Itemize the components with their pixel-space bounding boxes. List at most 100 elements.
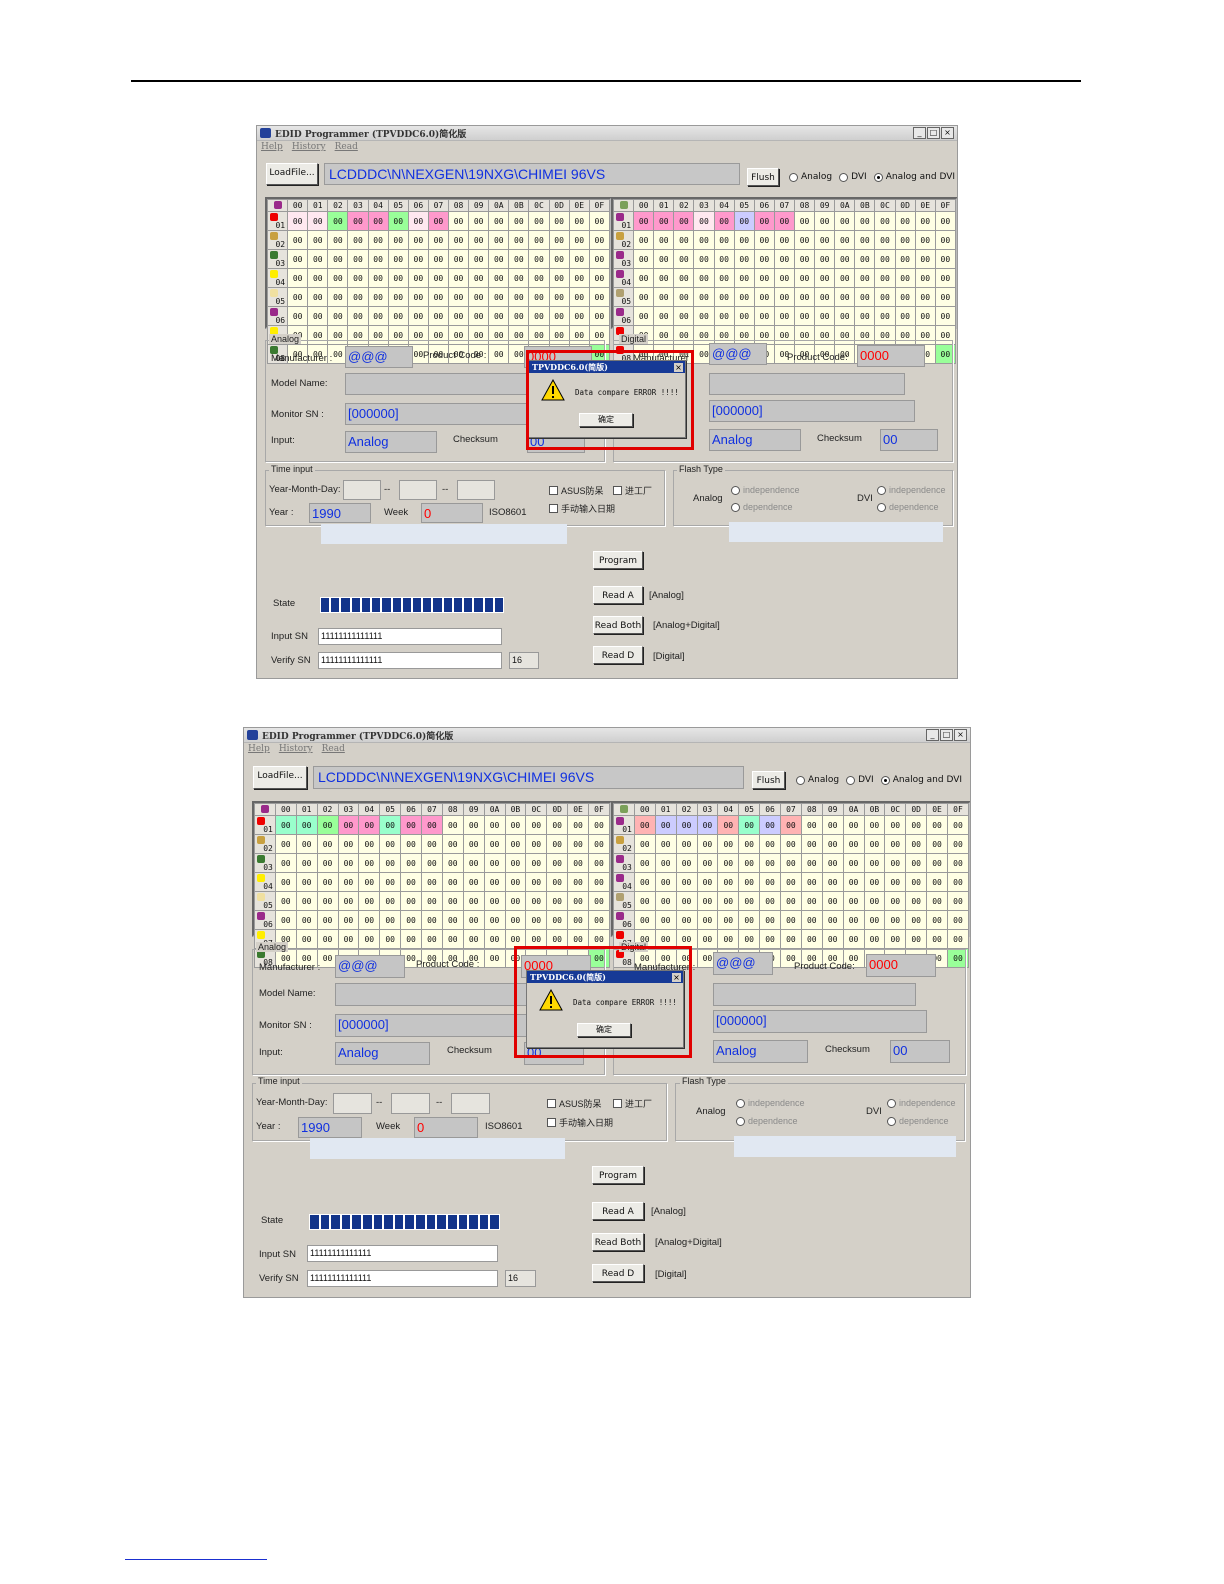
- grid-cell[interactable]: 00: [400, 891, 422, 911]
- grid-cell[interactable]: 00: [780, 815, 802, 835]
- grid-cell[interactable]: 00: [274, 891, 297, 911]
- grid-cell[interactable]: 00: [914, 287, 936, 307]
- grid-cell[interactable]: 00: [926, 834, 948, 854]
- grid-cell[interactable]: 00: [441, 891, 464, 911]
- grid-cell[interactable]: 00: [633, 344, 655, 364]
- grid-cell[interactable]: 00: [654, 910, 677, 930]
- grid-cell[interactable]: 00: [504, 872, 527, 892]
- grid-cell[interactable]: 00: [447, 211, 470, 231]
- grid-cell[interactable]: 00: [358, 872, 381, 892]
- grid-cell[interactable]: 00: [717, 815, 740, 835]
- grid-cell[interactable]: 00: [468, 249, 490, 269]
- grid-cell[interactable]: 00: [713, 287, 735, 307]
- grid-cell[interactable]: 00: [693, 249, 715, 269]
- grid-cell[interactable]: 00: [379, 929, 402, 949]
- grid-cell[interactable]: 00: [793, 230, 816, 250]
- grid-cell[interactable]: 00: [874, 287, 896, 307]
- grid-cell[interactable]: 00: [327, 230, 349, 250]
- grid-cell[interactable]: 00: [379, 910, 402, 930]
- grid-cell[interactable]: 00: [884, 891, 907, 911]
- grid-cell[interactable]: 00: [588, 853, 610, 873]
- digital-input-field[interactable]: Analog: [713, 1040, 808, 1063]
- grid-cell[interactable]: 00: [874, 211, 896, 231]
- grid-cell[interactable]: 00: [713, 230, 735, 250]
- grid-cell[interactable]: 00: [733, 211, 755, 231]
- grid-cell[interactable]: 00: [696, 853, 719, 873]
- grid-cell[interactable]: 00: [488, 230, 510, 250]
- grid-cell[interactable]: 00: [546, 834, 569, 854]
- grid-cell[interactable]: 00: [675, 834, 698, 854]
- grid-cell[interactable]: 00: [295, 872, 318, 892]
- grid-cell[interactable]: 00: [800, 815, 823, 835]
- grid-cell[interactable]: 00: [653, 344, 675, 364]
- grid-cell[interactable]: 00: [947, 853, 969, 873]
- grid-cell[interactable]: 00: [759, 872, 781, 892]
- grid-cell[interactable]: 00: [654, 929, 677, 949]
- grid-cell[interactable]: 00: [780, 834, 802, 854]
- grid-cell[interactable]: 00: [358, 929, 381, 949]
- grid-cell[interactable]: 00: [842, 872, 865, 892]
- grid-cell[interactable]: 00: [874, 230, 896, 250]
- grid-cell[interactable]: 00: [421, 929, 443, 949]
- grid-cell[interactable]: 00: [633, 834, 656, 854]
- grid-cell[interactable]: 00: [316, 834, 339, 854]
- grid-cell[interactable]: 00: [483, 910, 506, 930]
- grid-cell[interactable]: 00: [347, 211, 369, 231]
- grid-cell[interactable]: 00: [407, 211, 429, 231]
- grid-cell[interactable]: 00: [337, 834, 360, 854]
- grid-cell[interactable]: 00: [567, 853, 589, 873]
- grid-cell[interactable]: 00: [588, 230, 611, 250]
- grid-cell[interactable]: 00: [738, 891, 761, 911]
- grid-cell[interactable]: 00: [287, 306, 309, 326]
- grid-cell[interactable]: 00: [793, 211, 816, 231]
- grid-cell[interactable]: 00: [407, 306, 429, 326]
- grid-cell[interactable]: 00: [588, 211, 611, 231]
- grid-cell[interactable]: 00: [814, 230, 836, 250]
- grid-cell[interactable]: 00: [488, 287, 510, 307]
- grid-cell[interactable]: 00: [793, 249, 816, 269]
- grid-cell[interactable]: 00: [447, 268, 470, 288]
- grid-cell[interactable]: 00: [488, 211, 510, 231]
- grid-cell[interactable]: 00: [905, 834, 928, 854]
- input-sn-field[interactable]: 11111111111111: [318, 628, 502, 645]
- grid-cell[interactable]: 00: [327, 344, 349, 364]
- grid-cell[interactable]: 00: [653, 287, 675, 307]
- grid-cell[interactable]: 00: [528, 287, 550, 307]
- menu-history[interactable]: History: [291, 142, 326, 152]
- grid-cell[interactable]: 00: [274, 834, 297, 854]
- grid-cell[interactable]: 00: [387, 230, 409, 250]
- grid-cell[interactable]: 00: [759, 834, 781, 854]
- grid-cell[interactable]: 00: [759, 815, 781, 835]
- grid-cell[interactable]: 00: [488, 344, 510, 364]
- grid-cell[interactable]: 00: [295, 815, 318, 835]
- grid-cell[interactable]: 00: [568, 211, 590, 231]
- grid-cell[interactable]: 00: [568, 306, 590, 326]
- grid-cell[interactable]: 00: [863, 834, 886, 854]
- grid-cell[interactable]: 00: [548, 287, 570, 307]
- grid-cell[interactable]: 00: [358, 834, 381, 854]
- grid-cell[interactable]: 00: [588, 815, 610, 835]
- grid-cell[interactable]: 00: [673, 230, 695, 250]
- grid-cell[interactable]: 00: [905, 891, 928, 911]
- grid-cell[interactable]: 00: [842, 834, 865, 854]
- grid-cell[interactable]: 00: [483, 929, 506, 949]
- read-d-button[interactable]: Read D: [593, 646, 643, 664]
- grid-cell[interactable]: 00: [307, 268, 329, 288]
- grid-cell[interactable]: 00: [525, 815, 548, 835]
- mode-option-analog[interactable]: Analog: [789, 172, 832, 182]
- grid-cell[interactable]: 00: [821, 948, 844, 968]
- grid-cell[interactable]: 00: [295, 834, 318, 854]
- week-field[interactable]: 0: [421, 503, 483, 523]
- grid-cell[interactable]: 00: [894, 306, 916, 326]
- grid-cell[interactable]: 00: [884, 834, 907, 854]
- grid-cell[interactable]: 00: [287, 230, 309, 250]
- grid-cell[interactable]: 00: [653, 230, 675, 250]
- grid-cell[interactable]: 00: [863, 929, 886, 949]
- grid-cell[interactable]: 00: [654, 948, 677, 968]
- flash-dvi-dependence-radio[interactable]: dependence: [887, 1116, 949, 1126]
- grid-cell[interactable]: 00: [874, 306, 896, 326]
- grid-cell[interactable]: 00: [379, 891, 402, 911]
- program-button[interactable]: Program: [592, 1166, 644, 1184]
- dialog-ok-button[interactable]: 确定: [577, 1023, 631, 1037]
- grid-cell[interactable]: 00: [675, 815, 698, 835]
